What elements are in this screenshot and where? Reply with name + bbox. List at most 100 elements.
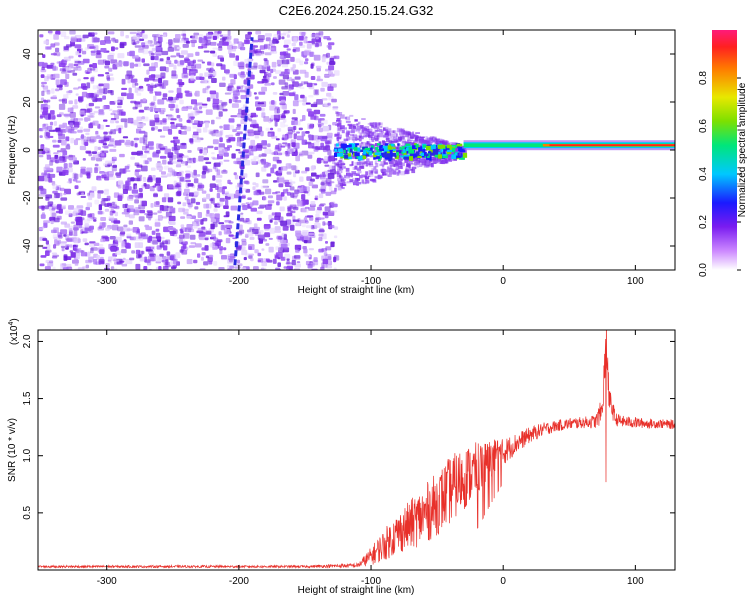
spectrogram-cell (432, 158, 435, 162)
spectrogram-cell (216, 201, 224, 207)
spectrogram-cell (434, 153, 439, 158)
spectrogram-cell (153, 212, 158, 215)
spectrogram-cell (134, 162, 140, 167)
spectrogram-cell (308, 207, 316, 211)
spectrogram-cell (97, 193, 101, 199)
spectrogram-cell (213, 237, 219, 242)
spectrogram-cell (134, 199, 139, 204)
spectrogram-cell (286, 132, 293, 139)
spectrogram-cell (157, 83, 163, 87)
spectrogram-cell (426, 144, 431, 147)
spectrogram-cell (161, 50, 169, 56)
spectrogram-cell (125, 243, 131, 249)
spectrogram-cell (105, 160, 112, 165)
spectrogram-cell (182, 202, 187, 207)
spectrogram-cell (166, 256, 173, 260)
spectrogram-cell (190, 39, 197, 44)
spectrogram-cell (413, 140, 418, 144)
spectrogram-cell (390, 163, 394, 167)
spectrogram-cell (227, 35, 232, 40)
spectrogram-cell (202, 149, 207, 156)
spectrogram-cell (149, 246, 155, 250)
spectrogram-cell (286, 191, 291, 196)
spectrogram-cell (394, 130, 397, 134)
spectrogram-cell (152, 185, 157, 188)
spectrogram-cell (208, 254, 214, 258)
spectrogram-cell (382, 145, 388, 150)
spectrogram-cell (373, 144, 378, 146)
spectrogram-cell (90, 247, 98, 251)
spectrogram-cell (295, 58, 301, 63)
spectrogram-cell (253, 130, 261, 135)
spectrogram-cell (223, 229, 230, 235)
spectrogram-cell (236, 86, 241, 90)
spectrogram-cell (227, 145, 232, 148)
spectrogram-cell (55, 88, 60, 92)
spectrogram-cell (310, 63, 314, 69)
spectrogram-cell (129, 257, 135, 261)
spectrogram-cell (322, 211, 328, 216)
spectrogram-cell (234, 161, 240, 165)
spectrogram-cell (420, 159, 424, 162)
spectrogram-cell (438, 138, 443, 141)
spectrogram-cell (352, 167, 356, 170)
spectrogram-cell (283, 234, 287, 240)
spectrogram-cell (374, 160, 377, 165)
spectrogram-cell (206, 67, 212, 71)
spectrogram-cell (85, 259, 92, 264)
spectrogram-cell (356, 126, 362, 131)
spectrogram-cell (45, 240, 49, 245)
spectrogram-cell (65, 73, 70, 79)
spectrogram-cell (134, 87, 139, 93)
spectrogram-cell (209, 183, 216, 188)
spectrogram-cell (328, 185, 333, 191)
spectrogram-cell (198, 106, 202, 110)
spectrogram-cell (290, 224, 295, 231)
spectrogram-cell (117, 105, 122, 109)
spectrogram-cell (349, 144, 352, 148)
spectrogram-cell (380, 161, 385, 166)
spectrogram-cell (229, 53, 236, 58)
spectrogram-cell (199, 76, 205, 80)
spectrogram-cell (91, 151, 97, 154)
spectrogram-cell (447, 154, 451, 157)
spectrogram-cell (421, 158, 424, 164)
spectrogram-cell (342, 161, 345, 165)
spectrogram-cell (257, 102, 265, 105)
spectrogram-cell (52, 254, 60, 257)
spectrogram-cell (375, 169, 379, 175)
spectrogram-cell (352, 134, 357, 138)
spectrogram-cell (65, 136, 70, 142)
spectrogram-cell (39, 135, 43, 138)
spectrogram-cell (87, 217, 93, 221)
spectrogram-cell (429, 147, 435, 153)
spectrogram-cell (180, 227, 187, 232)
spectrogram-cell (55, 47, 60, 53)
spectrogram-cell (219, 34, 223, 37)
spectrogram-cell (306, 43, 312, 49)
spectrogram-cell (76, 205, 84, 209)
spectrogram-x-axis: -300 -200 -100 0 100 (97, 30, 644, 287)
spectrogram-cell (229, 73, 237, 78)
spectrogram-cell (357, 129, 361, 134)
spectrogram-cell (113, 156, 117, 159)
snr-y-axis: 0.51.01.52.0 (22, 334, 675, 520)
spectrogram-cell (429, 136, 435, 139)
spectrogram-cell (66, 92, 71, 96)
spectrogram-cell (374, 152, 380, 155)
spectrogram-cell (365, 164, 369, 167)
spectrogram-cell (337, 180, 342, 185)
spectrogram-cell (69, 250, 74, 253)
spectrogram-cell (203, 197, 210, 200)
spectrogram-cell (278, 183, 284, 188)
spectrogram-cell (327, 136, 333, 140)
spectrogram-cell (165, 60, 172, 65)
spectrogram-cell (85, 206, 90, 211)
spectrogram-cell (333, 70, 340, 76)
spectrogram-cell (103, 189, 109, 195)
spectrogram-cell (68, 154, 73, 161)
spectrogram-cell (281, 36, 285, 40)
spectrogram-cell (388, 165, 392, 169)
spectrogram-cell (100, 48, 107, 53)
spectrogram-cell (265, 204, 272, 210)
